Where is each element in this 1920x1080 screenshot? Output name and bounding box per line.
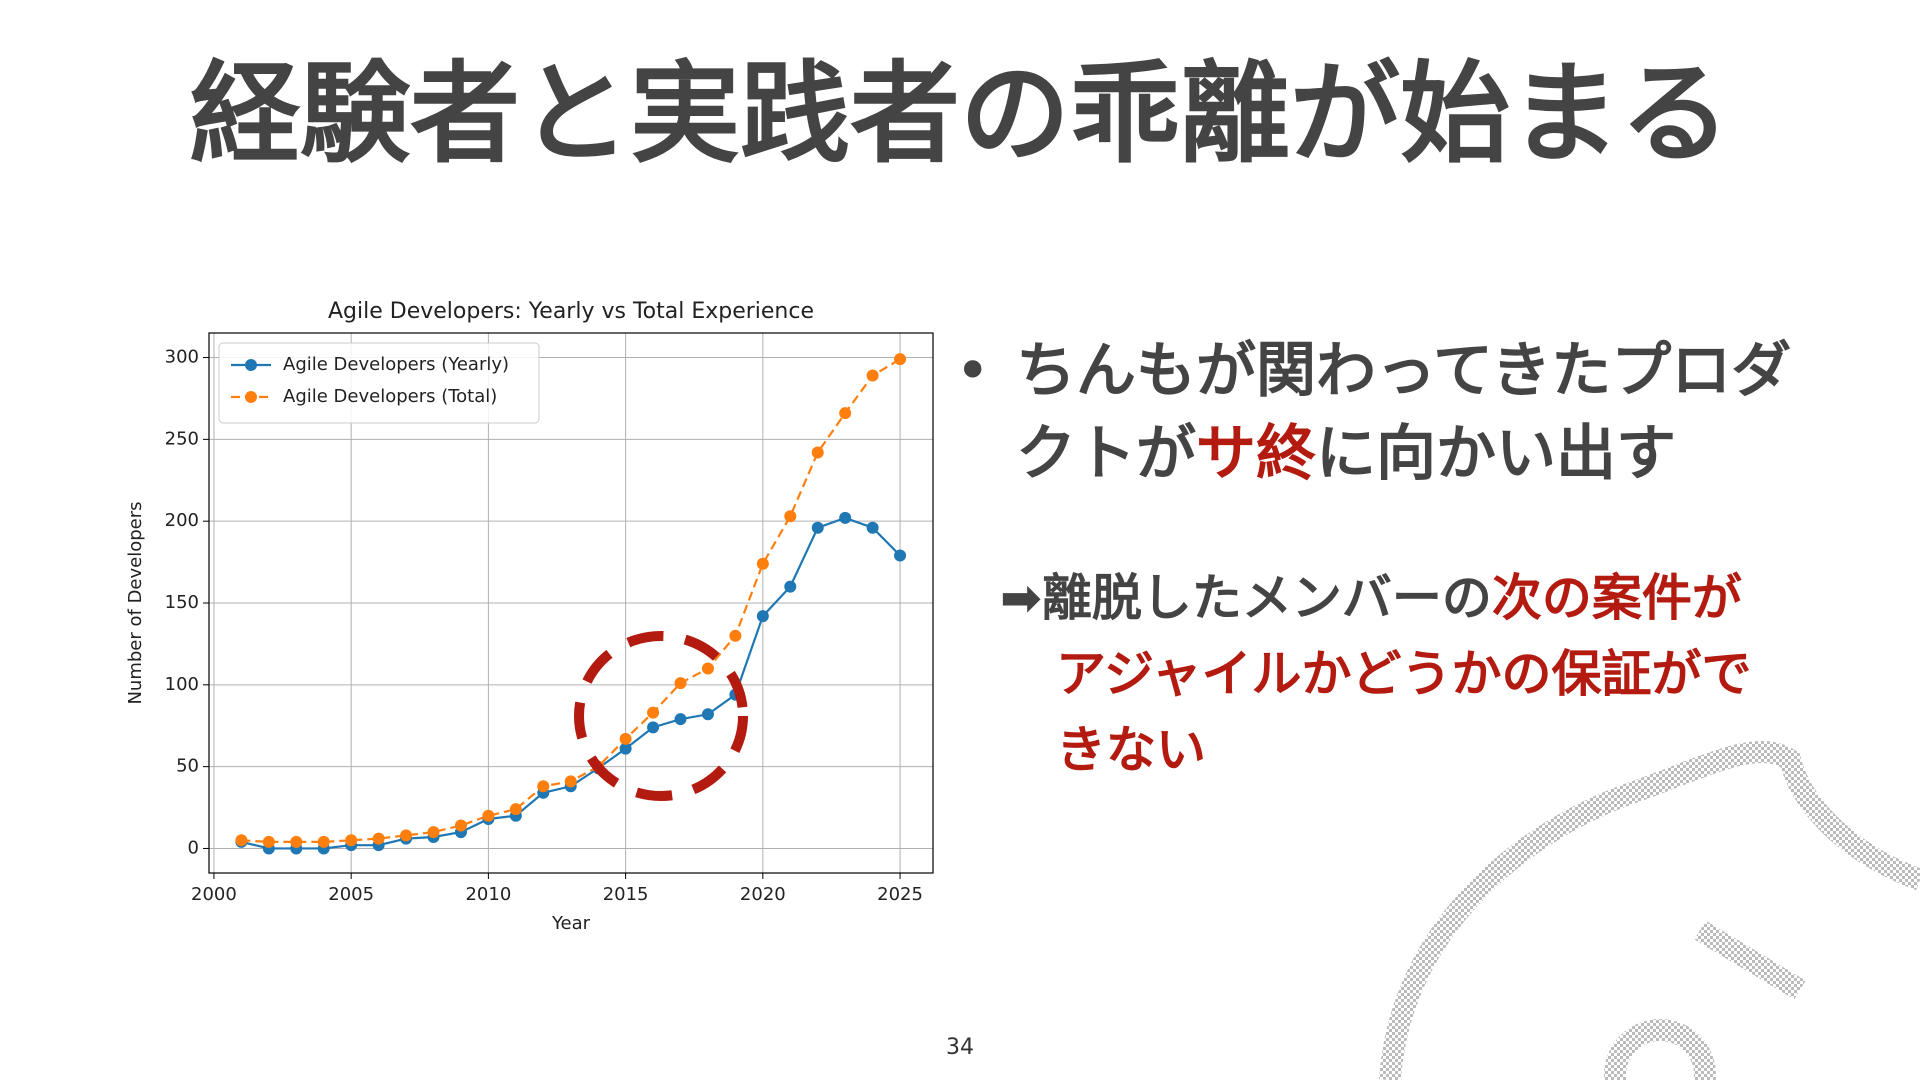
legend-marker [245, 391, 257, 403]
highlight-text: 次の案件がアジャイルかどうかの保証ができない [1056, 569, 1752, 779]
data-point [262, 835, 275, 848]
x-axis-label: Year [551, 913, 591, 934]
chart-title: Agile Developers: Yearly vs Total Experi… [328, 299, 814, 324]
data-point [674, 677, 687, 690]
data-point [756, 610, 769, 623]
x-tick-label: 2020 [740, 884, 786, 905]
data-point [811, 521, 824, 534]
data-point [509, 803, 522, 816]
data-point [811, 446, 824, 459]
y-tick-label: 150 [165, 592, 199, 613]
data-line [241, 516, 901, 850]
mascot-watermark [1379, 741, 1920, 1080]
data-point [235, 834, 248, 847]
slide-title: 経験者と実践者の乖離が始まる [190, 50, 1730, 178]
data-point [317, 835, 330, 848]
legend-label: Agile Developers (Yearly) [283, 354, 509, 375]
x-tick-label: 2000 [191, 884, 237, 905]
y-tick-label: 300 [165, 347, 199, 368]
y-axis-label: Number of Developers [125, 501, 146, 704]
data-line [241, 358, 901, 844]
text: ちんもが関わってきたプロダクトが [1016, 336, 1792, 489]
y-tick-label: 200 [165, 510, 199, 531]
data-point [894, 549, 907, 562]
y-tick-label: 100 [165, 674, 199, 695]
data-point [564, 775, 577, 788]
data-point [619, 732, 632, 745]
data-point [839, 407, 852, 420]
x-tick-label: 2005 [328, 884, 374, 905]
data-point [647, 721, 660, 734]
data-point [894, 353, 907, 366]
x-tick-label: 2010 [465, 884, 511, 905]
data-point [372, 832, 385, 845]
x-tick-label: 2025 [877, 884, 923, 905]
bullet-dot: • [955, 336, 991, 406]
legend-box [218, 342, 540, 424]
data-point [345, 834, 358, 847]
highlight-circle [574, 631, 748, 801]
y-tick-label: 0 [188, 837, 199, 858]
data-point [784, 580, 797, 593]
data-point [647, 706, 660, 719]
x-tick-label: 2015 [603, 884, 649, 905]
text: に向かい出す [1316, 419, 1676, 489]
data-point [866, 369, 879, 382]
data-point [537, 780, 550, 793]
data-point [756, 557, 769, 570]
data-point [701, 662, 714, 675]
plot-frame [208, 332, 934, 874]
legend-marker [245, 359, 257, 371]
data-point [619, 742, 632, 755]
plot-area: 2000 2005 2010 2015 2020 2025 0 50 100 150 200 250 3… [165, 332, 934, 905]
data-point [729, 629, 742, 642]
data-point [427, 826, 440, 839]
highlight-text: サ終 [1196, 419, 1316, 489]
legend-label: Agile Developers (Total) [283, 386, 497, 407]
data-point [701, 708, 714, 721]
data-point [674, 713, 687, 726]
data-point [866, 521, 879, 534]
page-number: 34 [946, 1035, 974, 1060]
data-point [482, 809, 495, 822]
data-point [839, 511, 852, 524]
note-text: ➡離脱したメンバーの次の案件がアジャイルかどうかの保証ができない [1000, 560, 1786, 788]
bullet-text: ちんもが関わってきたプロダクトがサ終に向かい出す [1016, 330, 1806, 496]
y-tick-label: 50 [176, 756, 199, 777]
data-point [290, 835, 303, 848]
data-point [784, 510, 797, 523]
y-tick-label: 250 [165, 428, 199, 449]
data-point [400, 829, 413, 842]
data-point [454, 819, 467, 832]
text: ➡離脱したメンバーの [1000, 569, 1492, 627]
